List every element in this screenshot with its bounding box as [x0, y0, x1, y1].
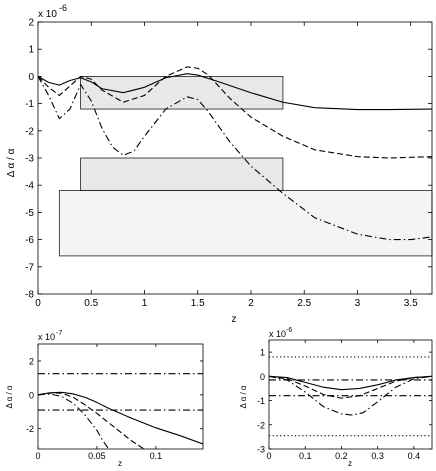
- right-inset-y-tick-label: -1: [257, 396, 265, 406]
- main-y-tick-label: -5: [25, 208, 34, 219]
- right-inset-exponent-base: x 10: [269, 329, 286, 339]
- main-y-tick-label: 0: [28, 72, 34, 83]
- main-shaded-region-3: [58, 190, 433, 257]
- right-inset-x-tick-label: 0.1: [299, 451, 312, 461]
- main-y-axis-label: Δ α / α: [6, 148, 17, 177]
- main-y-tick-label: -3: [25, 154, 34, 165]
- left-inset-x-axis-label: z: [118, 459, 122, 468]
- left-inset-exponent-power: -7: [56, 330, 62, 337]
- left-inset-y-tick-label: 0: [29, 390, 34, 400]
- main-y-tick-label: -2: [25, 126, 34, 137]
- right-inset-exponent-power: -6: [286, 327, 292, 334]
- main-x-tick-label: 1: [142, 298, 148, 309]
- main-y-tick-label: -4: [25, 181, 34, 192]
- right-inset-x-tick-label: 0.2: [335, 451, 348, 461]
- right-inset-plot-frame: [268, 339, 433, 450]
- right-inset-y-axis-label: Δ α / α: [239, 385, 248, 408]
- left-inset-series-line-1-solid: [38, 391, 203, 445]
- left-inset-y-tick-label: -2: [26, 424, 34, 434]
- right-inset-y-tick-label: 1: [260, 348, 265, 358]
- main-series-line-2-dashed: [38, 66, 432, 159]
- right-inset-x-tick-label: 0.3: [371, 451, 384, 461]
- main-y-tick-label: 2: [28, 18, 34, 29]
- main-x-tick-label: 1.5: [191, 298, 205, 309]
- left-inset-y-axis-label: Δ α / α: [5, 385, 14, 408]
- right-inset-y-tick-label: -3: [257, 445, 265, 455]
- inset-chart-left: 0 0.05 0.1 2 0 -2 x 10 -7 z Δ α / α: [5, 330, 204, 468]
- left-inset-series-line-3-dashdot: [38, 393, 110, 449]
- right-inset-y-tick-label: -2: [257, 420, 265, 430]
- main-shaded-region-1: [80, 76, 284, 110]
- main-chart: 0 0.5 1 1.5 2 2.5 3 3.5 2 1 0 -1 -2 -3 -4 -5 -6 -7 -8 x 10…: [6, 3, 433, 325]
- right-inset-series-line-1-solid: [269, 375, 432, 391]
- main-shaded-region-2: [80, 157, 284, 191]
- left-inset-plot-frame: [37, 343, 204, 450]
- main-y-tick-label: -1: [25, 99, 34, 110]
- main-exponent-base: x 10: [38, 9, 57, 20]
- main-x-tick-label: 2.5: [297, 298, 311, 309]
- left-inset-x-tick-label: 0.05: [88, 451, 106, 461]
- left-inset-exponent-base: x 10: [38, 332, 55, 342]
- main-y-tick-label: -6: [25, 235, 34, 246]
- right-inset-series-line-2-dashed: [269, 375, 432, 399]
- main-x-tick-label: 2: [248, 298, 254, 309]
- right-inset-series-line-3-dashdot: [269, 375, 432, 416]
- right-inset-x-tick-label: 0.4: [408, 451, 421, 461]
- left-inset-x-tick-label: 0: [35, 451, 40, 461]
- main-y-tick-label: -7: [25, 262, 34, 273]
- main-x-tick-label: 3.5: [404, 298, 418, 309]
- right-inset-x-axis-label: z: [348, 459, 352, 468]
- right-inset-y-tick-label: 0: [260, 372, 265, 382]
- main-exponent-power: -6: [59, 3, 67, 13]
- right-inset-x-tick-label: 0: [266, 451, 271, 461]
- main-x-tick-label: 3: [355, 298, 361, 309]
- left-inset-x-tick-label: 0.1: [150, 451, 163, 461]
- main-y-tick-label: -8: [25, 290, 34, 301]
- inset-chart-right: 0 0.1 0.2 0.3 0.4 1 0 -1 -2 -3 x 10 -6 z Δ α / α: [239, 327, 433, 468]
- main-y-tick-label: 1: [28, 45, 34, 56]
- left-inset-y-tick-label: 2: [29, 356, 34, 366]
- main-x-axis-label: z: [232, 314, 237, 325]
- main-series-line-1-solid: [38, 73, 432, 111]
- main-x-tick-label: 0: [35, 298, 41, 309]
- main-series-line-3-dashdot: [38, 76, 432, 241]
- main-x-tick-label: 0.5: [84, 298, 98, 309]
- left-inset-series-line-2-dashed: [38, 392, 145, 449]
